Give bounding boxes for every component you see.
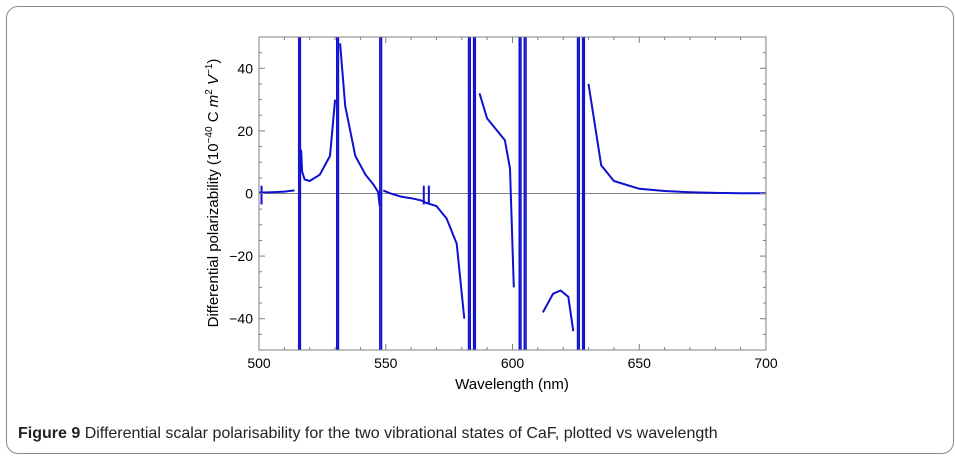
y-axis-label-text: Differential polarizability (10	[205, 143, 222, 327]
data-curve-segment	[587, 83, 766, 195]
y-tick-label: 40	[237, 60, 253, 76]
y-axis-label-unit-v: V	[205, 73, 222, 89]
x-tick-label: 700	[754, 355, 778, 371]
figure-panel	[6, 6, 954, 454]
y-axis-label-unit-c: C	[205, 107, 222, 126]
figure-label: Figure 9	[18, 425, 81, 442]
figure-caption: Figure 9 Differential scalar polarisabil…	[18, 425, 718, 443]
y-axis-label-exp1: −40	[204, 126, 215, 143]
x-tick-label: 500	[247, 355, 271, 371]
y-axis-label-exp2: 2	[204, 89, 215, 95]
data-curve-segment	[300, 99, 337, 183]
data-curve-segment	[542, 289, 575, 332]
data-curve-segment	[259, 189, 295, 194]
x-tick-label: 600	[501, 355, 525, 371]
y-tick-label: 0	[245, 186, 253, 202]
y-tick-label: −20	[229, 248, 253, 264]
data-curve-segment	[382, 189, 466, 319]
data-curve-segment	[478, 93, 515, 288]
y-axis-label-unit-m: m	[205, 95, 222, 108]
x-tick-label: 550	[374, 355, 398, 371]
x-axis-label: Wavelength (nm)	[455, 376, 569, 393]
x-axis: 500 550 600 650 700	[247, 37, 778, 371]
y-axis-label-close: )	[205, 59, 222, 64]
curve-group	[259, 37, 766, 350]
figure-caption-text: Differential scalar polarisability for t…	[84, 425, 718, 442]
y-tick-label: −40	[229, 311, 253, 327]
x-tick-label: 650	[628, 355, 652, 371]
y-tick-label: 20	[237, 123, 253, 139]
y-axis: −40 −20 0 20 40	[229, 36, 766, 351]
y-axis-label: Differential polarizability (10−40 C m2 …	[204, 59, 222, 328]
data-curve-segment	[339, 43, 381, 207]
y-axis-label-exp3: −1	[204, 63, 215, 75]
